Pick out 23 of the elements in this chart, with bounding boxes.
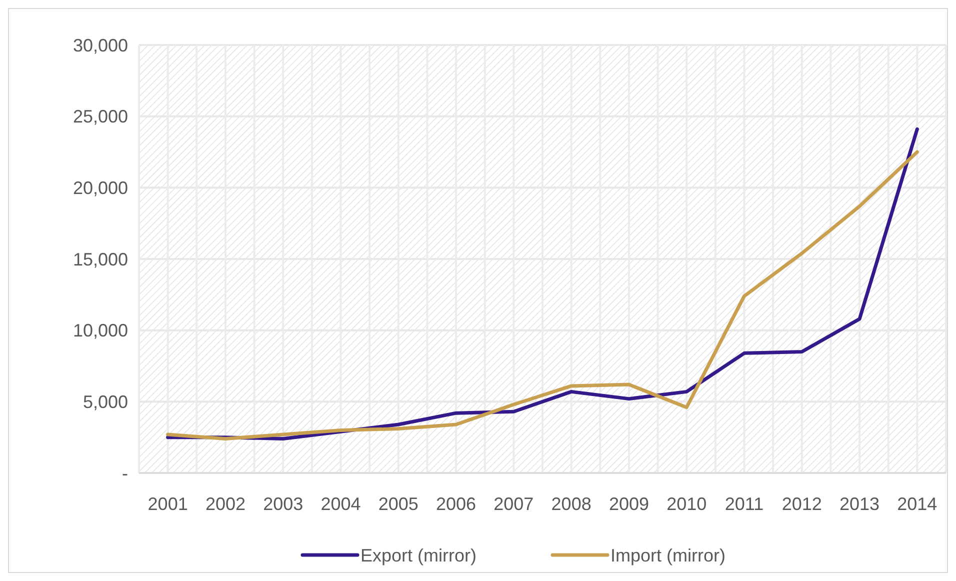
- x-tick-label: 2008: [551, 494, 592, 514]
- x-tick-label: 2011: [724, 494, 764, 514]
- x-tick-label: 2005: [378, 494, 418, 514]
- y-tick-label: 20,000: [72, 178, 128, 198]
- x-tick-label: 2013: [840, 494, 880, 514]
- legend-label: Export (mirror): [360, 545, 476, 566]
- x-tick-label: 2009: [608, 494, 649, 514]
- y-tick-label: 10,000: [72, 320, 128, 341]
- x-tick-label: 2014: [897, 494, 938, 514]
- x-tick-label: 2012: [782, 494, 822, 514]
- x-tick-label: 2003: [263, 494, 304, 514]
- y-tick-label: 25,000: [72, 106, 128, 127]
- y-tick-label: -: [122, 463, 128, 484]
- x-tick-label: 2006: [436, 494, 476, 514]
- y-tick-label: 30,000: [72, 35, 128, 56]
- y-tick-label: 15,000: [72, 249, 128, 270]
- x-tick-label: 2004: [320, 494, 361, 514]
- y-tick-label: 5,000: [82, 392, 128, 412]
- x-tick-label: 2010: [666, 494, 707, 514]
- x-tick-label: 2007: [494, 494, 534, 514]
- legend-label: Import (mirror): [610, 545, 726, 566]
- x-tick-label: 2001: [148, 494, 188, 514]
- x-tick-label: 2002: [205, 494, 246, 514]
